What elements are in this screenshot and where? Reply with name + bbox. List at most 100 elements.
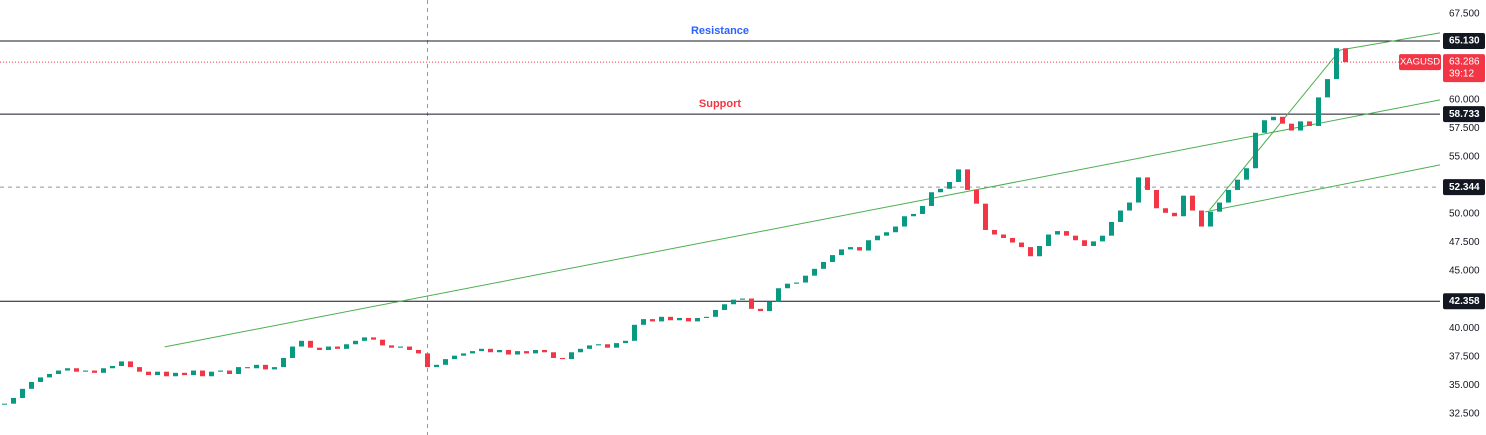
candle [740, 298, 745, 300]
symbol-label: XAGUSD [1400, 57, 1440, 68]
candle [821, 261, 826, 269]
candle [794, 282, 799, 284]
candle [497, 349, 502, 353]
level-label-box [1443, 33, 1485, 50]
candle [947, 181, 952, 189]
candle [47, 373, 52, 378]
candle [1001, 234, 1006, 238]
candle [461, 353, 466, 356]
y-tick-label: 37.500 [1449, 351, 1480, 362]
candle [488, 348, 493, 353]
price-label: 63.286 [1449, 57, 1480, 68]
candle [353, 340, 358, 345]
candle [686, 317, 691, 322]
candle [101, 368, 106, 373]
candle [452, 355, 457, 360]
candle [1190, 195, 1195, 211]
candle [677, 317, 682, 321]
trendline [164, 99, 1441, 348]
candle [776, 288, 781, 302]
candle [146, 371, 151, 376]
candle [929, 192, 934, 206]
candle [1163, 208, 1168, 213]
candle [1280, 116, 1285, 124]
y-tick-label: 40.000 [1449, 323, 1480, 334]
candle [83, 370, 88, 372]
candle [1316, 97, 1321, 126]
candle [92, 370, 97, 373]
candle [1091, 241, 1096, 246]
candle [578, 348, 583, 353]
crosshair-label: 52.344 [1449, 182, 1480, 193]
candle [1253, 132, 1258, 169]
candle [695, 317, 700, 322]
candle [596, 344, 601, 346]
candle [1037, 245, 1042, 257]
candle [533, 349, 538, 354]
candle [785, 283, 790, 289]
y-tick-label: 35.000 [1449, 380, 1480, 391]
y-tick-label: 50.000 [1449, 209, 1480, 220]
candle [1334, 48, 1339, 80]
candle [1343, 48, 1348, 63]
candle [1010, 237, 1015, 243]
candle [1046, 234, 1051, 246]
level-text: Resistance [691, 25, 749, 37]
candle [830, 255, 835, 262]
candle [1217, 202, 1222, 212]
candle [650, 319, 655, 322]
candle [1289, 123, 1294, 131]
candle [1028, 247, 1033, 257]
candle [614, 343, 619, 348]
candle [938, 188, 943, 193]
candle [434, 364, 439, 368]
candle [902, 216, 907, 227]
candle [848, 247, 853, 250]
candle [362, 337, 367, 341]
candle [128, 361, 133, 368]
level-label: 65.130 [1449, 36, 1480, 47]
candle [992, 229, 997, 235]
candle [416, 349, 421, 354]
candle [1136, 177, 1141, 203]
candle [218, 370, 223, 372]
candle [335, 346, 340, 349]
candle [119, 361, 124, 366]
candle [1073, 235, 1078, 241]
candle [182, 372, 187, 376]
candle [200, 370, 205, 377]
candle [173, 372, 178, 377]
candle [191, 370, 196, 376]
candle [983, 203, 988, 230]
crosshair-label-box [1443, 179, 1485, 196]
trendline [1205, 164, 1441, 213]
candle [920, 205, 925, 214]
candle [425, 353, 430, 368]
candle [236, 367, 241, 374]
candle [38, 377, 43, 382]
candle [137, 367, 142, 372]
candle [560, 357, 565, 360]
candle [209, 371, 214, 377]
candle [74, 368, 79, 372]
candle [1244, 168, 1249, 180]
candle [506, 349, 511, 355]
candle [569, 352, 574, 360]
candle [281, 357, 286, 368]
candle [470, 351, 475, 354]
trendline [1340, 32, 1441, 51]
candle [1199, 210, 1204, 227]
candle [668, 316, 673, 321]
candle [812, 268, 817, 276]
candle [758, 308, 763, 312]
candle [713, 309, 718, 317]
y-tick-label: 47.500 [1449, 237, 1480, 248]
candle [587, 345, 592, 349]
candle [749, 298, 754, 309]
candle [398, 346, 403, 348]
candle [1145, 177, 1150, 190]
candle [29, 381, 34, 389]
candle [479, 348, 484, 352]
candle [1082, 240, 1087, 246]
